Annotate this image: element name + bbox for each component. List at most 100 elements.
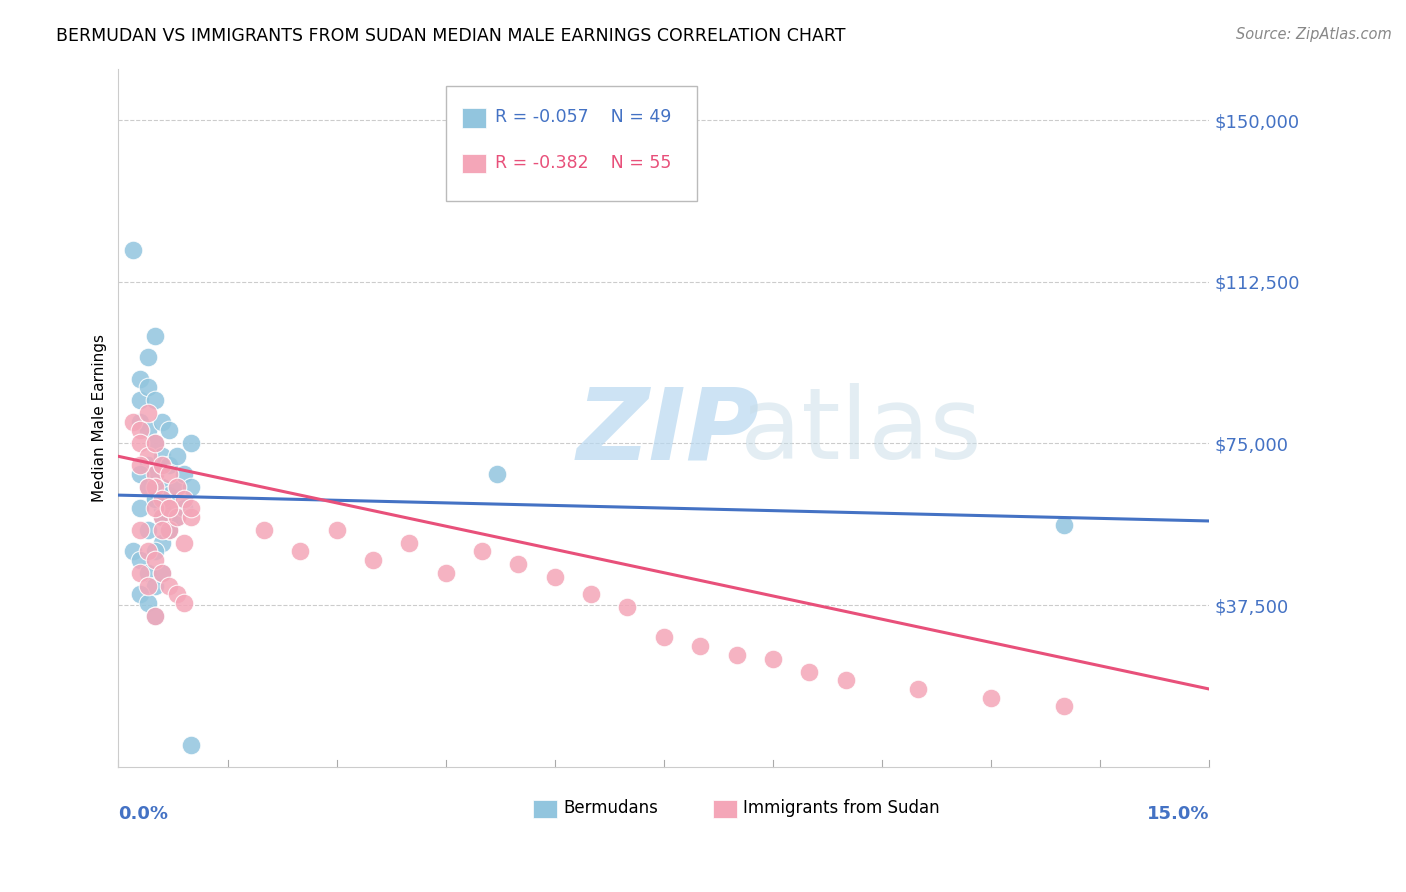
Point xyxy=(485,467,508,481)
Point xyxy=(143,608,166,623)
Point xyxy=(129,393,152,408)
Point xyxy=(129,372,152,386)
Point xyxy=(173,492,195,507)
Point xyxy=(157,458,180,472)
Point xyxy=(136,380,159,394)
Point xyxy=(136,350,159,364)
Text: Immigrants from Sudan: Immigrants from Sudan xyxy=(744,799,941,817)
Point xyxy=(143,608,166,623)
Point xyxy=(136,450,159,464)
FancyBboxPatch shape xyxy=(463,108,486,128)
Text: R = -0.382    N = 55: R = -0.382 N = 55 xyxy=(495,153,671,172)
Point xyxy=(616,600,638,615)
Point xyxy=(129,523,152,537)
Point xyxy=(150,415,173,429)
Point xyxy=(129,436,152,450)
Point xyxy=(361,553,384,567)
Text: Bermudans: Bermudans xyxy=(564,799,658,817)
Point xyxy=(173,596,195,610)
Point xyxy=(136,544,159,558)
Point xyxy=(143,479,166,493)
Point xyxy=(143,393,166,408)
Point xyxy=(180,738,202,752)
Point xyxy=(143,492,166,507)
Point xyxy=(143,467,166,481)
Point xyxy=(136,479,159,493)
Text: 0.0%: 0.0% xyxy=(118,805,169,823)
Point xyxy=(434,566,457,580)
Point xyxy=(143,544,166,558)
Point xyxy=(157,488,180,502)
Point xyxy=(166,450,188,464)
Point xyxy=(180,501,202,516)
Point xyxy=(143,436,166,450)
Point xyxy=(166,479,188,493)
Point xyxy=(143,436,166,450)
Point xyxy=(143,501,166,516)
Point xyxy=(471,544,494,558)
Point xyxy=(150,450,173,464)
Point xyxy=(143,579,166,593)
Point xyxy=(652,630,675,644)
Text: BERMUDAN VS IMMIGRANTS FROM SUDAN MEDIAN MALE EARNINGS CORRELATION CHART: BERMUDAN VS IMMIGRANTS FROM SUDAN MEDIAN… xyxy=(56,27,846,45)
Point xyxy=(143,553,166,567)
Point xyxy=(129,553,152,567)
FancyBboxPatch shape xyxy=(533,800,557,818)
Point xyxy=(136,523,159,537)
Text: Source: ZipAtlas.com: Source: ZipAtlas.com xyxy=(1236,27,1392,42)
Point xyxy=(150,535,173,549)
Point xyxy=(157,467,180,481)
Point xyxy=(150,566,173,580)
Point xyxy=(136,579,159,593)
Text: R = -0.057    N = 49: R = -0.057 N = 49 xyxy=(495,109,671,127)
Point xyxy=(157,523,180,537)
Text: 15.0%: 15.0% xyxy=(1147,805,1209,823)
Point xyxy=(150,458,173,472)
Point xyxy=(150,509,173,524)
FancyBboxPatch shape xyxy=(463,153,486,173)
Point xyxy=(129,415,152,429)
Point xyxy=(136,424,159,438)
Point xyxy=(166,509,188,524)
FancyBboxPatch shape xyxy=(446,86,696,202)
Point xyxy=(290,544,312,558)
Text: atlas: atlas xyxy=(740,383,981,480)
Point xyxy=(1053,518,1076,533)
Point xyxy=(980,690,1002,705)
Point xyxy=(253,523,276,537)
Point xyxy=(129,424,152,438)
Point xyxy=(157,501,180,516)
Point xyxy=(136,596,159,610)
Point xyxy=(129,467,152,481)
Point xyxy=(136,406,159,420)
Point xyxy=(157,424,180,438)
Point xyxy=(579,587,602,601)
Point xyxy=(150,509,173,524)
Point xyxy=(122,243,145,257)
Point xyxy=(143,492,166,507)
Point xyxy=(180,436,202,450)
Point xyxy=(157,514,180,528)
FancyBboxPatch shape xyxy=(713,800,737,818)
Point xyxy=(136,458,159,472)
Point xyxy=(122,544,145,558)
Point xyxy=(166,509,188,524)
Point xyxy=(173,501,195,516)
Point xyxy=(157,579,180,593)
Point xyxy=(508,557,530,571)
Point xyxy=(725,648,748,662)
Point xyxy=(129,501,152,516)
Point xyxy=(157,501,180,516)
Point xyxy=(834,673,856,688)
Point xyxy=(762,652,785,666)
Point xyxy=(166,479,188,493)
Point xyxy=(544,570,567,584)
Point xyxy=(180,509,202,524)
Point xyxy=(166,587,188,601)
Point xyxy=(157,523,180,537)
Point xyxy=(325,523,347,537)
Point xyxy=(150,501,173,516)
Point xyxy=(173,535,195,549)
Point xyxy=(907,681,929,696)
Point xyxy=(150,492,173,507)
